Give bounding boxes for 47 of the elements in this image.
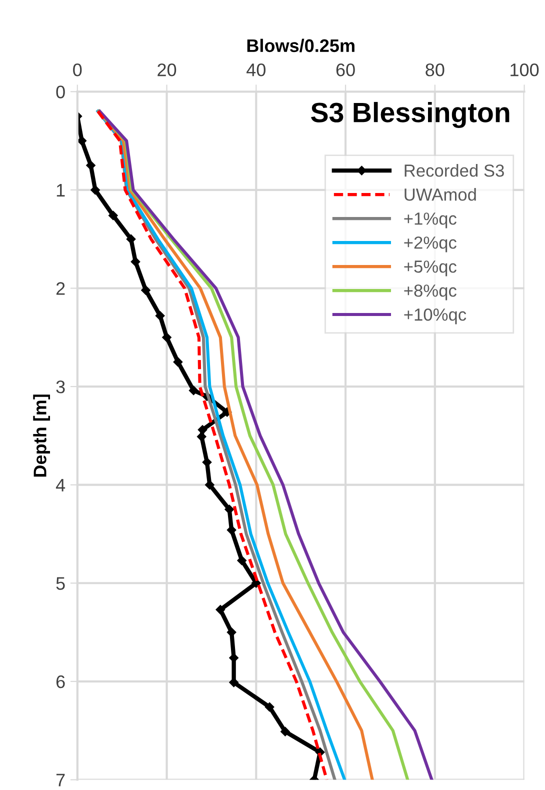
y-tick-label: 1 xyxy=(56,184,65,196)
point xyxy=(155,311,165,320)
y-tick-label: 4 xyxy=(56,478,66,492)
point xyxy=(126,234,136,244)
point xyxy=(77,136,86,146)
x-tick-label: 40 xyxy=(246,63,266,76)
point xyxy=(205,480,214,490)
legend-label: +8%qc xyxy=(404,284,456,300)
point xyxy=(229,678,238,688)
point xyxy=(202,458,212,467)
point xyxy=(280,726,290,736)
y-tick-label: 2 xyxy=(56,282,65,295)
point xyxy=(216,605,226,614)
point xyxy=(141,286,150,295)
legend-label: +5%qc xyxy=(404,260,456,276)
y-tick-label: 0 xyxy=(56,86,65,98)
x-tick-label: 60 xyxy=(336,63,355,76)
x-axis-title: Blows/0.25m xyxy=(247,38,354,52)
point xyxy=(90,185,100,195)
point xyxy=(173,357,183,367)
point xyxy=(198,425,208,434)
x-tick-label: 80 xyxy=(426,63,444,76)
y-axis-title: Depth [m] xyxy=(33,394,50,477)
y-tick-label: 3 xyxy=(56,380,65,394)
point xyxy=(224,504,234,514)
x-tick-label: 100 xyxy=(510,63,539,76)
y-tick-label: 5 xyxy=(56,577,65,590)
x-tick-label: 0 xyxy=(73,63,82,76)
point xyxy=(226,628,236,637)
legend-label: +2%qc xyxy=(404,236,456,252)
legend-label: +1%qc xyxy=(404,212,456,228)
legend-label: Recorded S3 xyxy=(404,164,504,177)
y-tick-label: 6 xyxy=(56,675,65,688)
point xyxy=(226,525,236,535)
point xyxy=(197,432,206,442)
point xyxy=(264,702,274,712)
chart-title: S3 Blessington xyxy=(311,102,510,128)
point xyxy=(130,257,140,266)
y-tick-label: 7 xyxy=(56,774,65,786)
point xyxy=(188,386,198,396)
point xyxy=(237,556,246,566)
point xyxy=(162,332,172,342)
x-tick-label: 20 xyxy=(158,63,176,76)
legend-label: +10%qc xyxy=(404,308,466,324)
point xyxy=(86,160,96,170)
legend-label: UWAmod xyxy=(404,188,476,201)
point xyxy=(108,210,118,220)
